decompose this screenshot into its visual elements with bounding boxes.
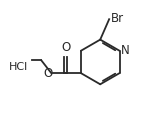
Text: O: O bbox=[43, 67, 52, 80]
Text: O: O bbox=[61, 41, 70, 54]
Text: Br: Br bbox=[110, 12, 124, 25]
Text: HCl: HCl bbox=[9, 62, 28, 72]
Text: N: N bbox=[121, 44, 130, 57]
